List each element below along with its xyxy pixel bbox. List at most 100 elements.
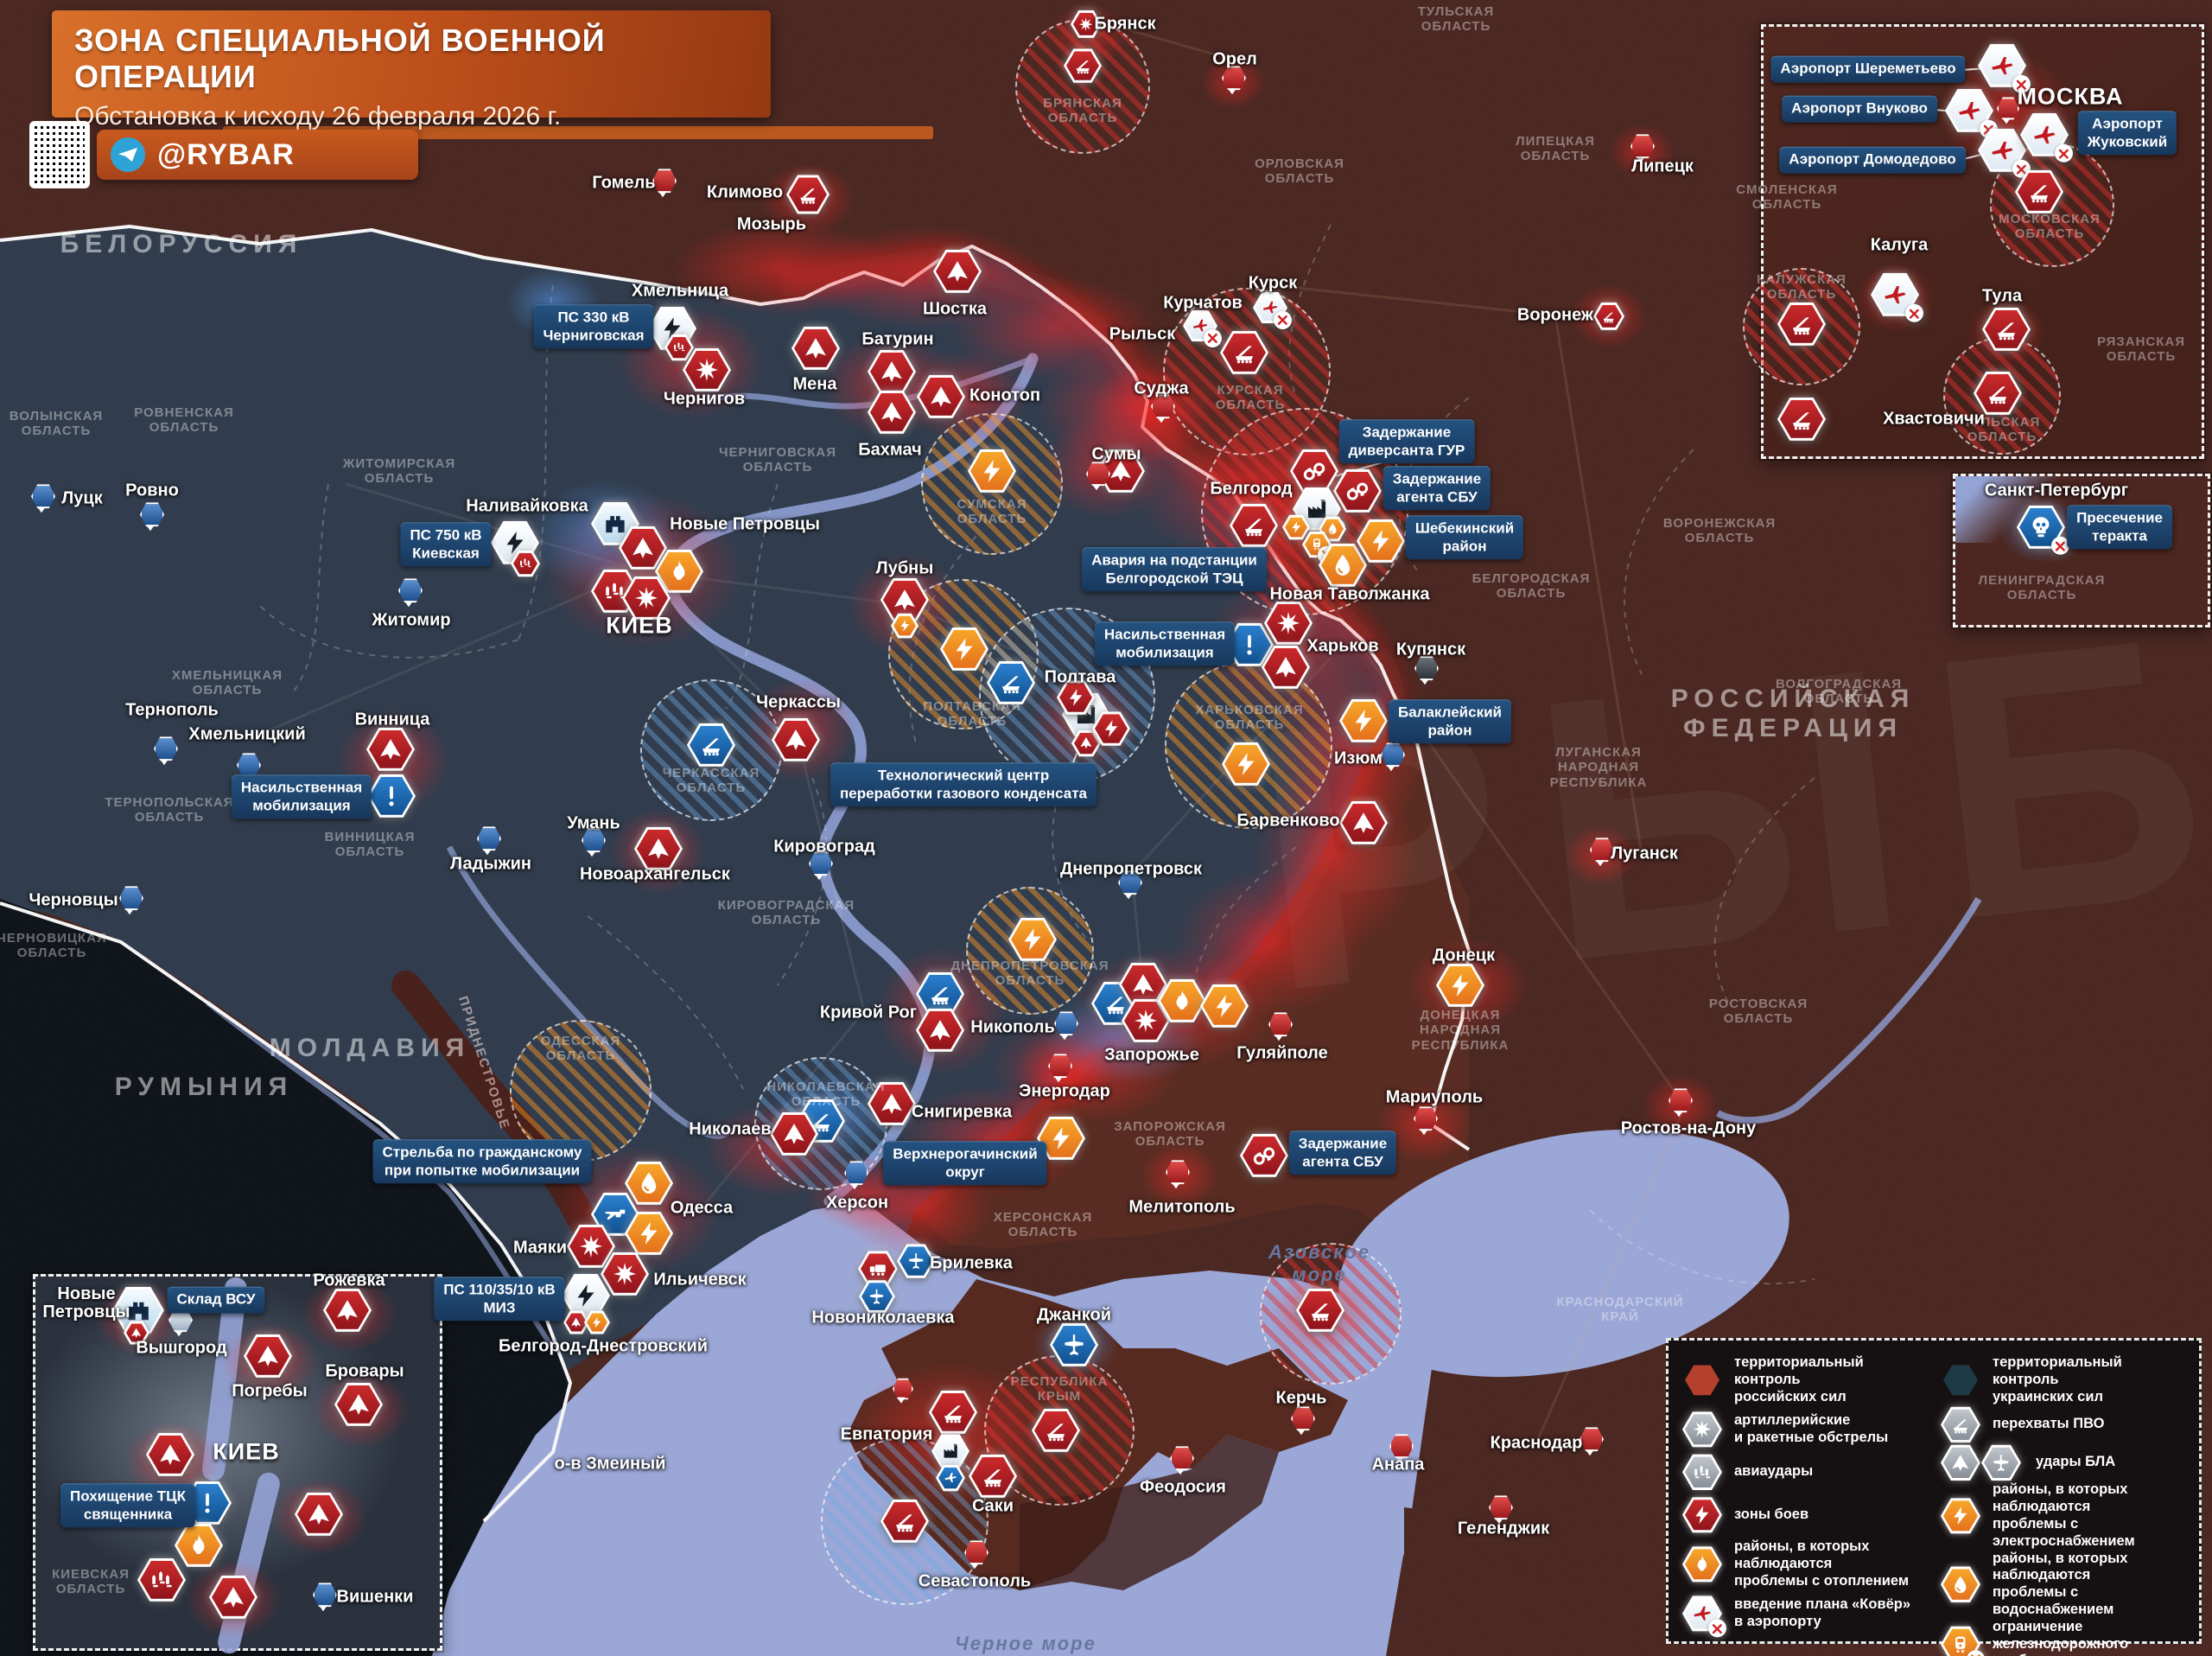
legend-icon [1681, 1411, 1724, 1449]
marker-airstrike-icon [511, 550, 540, 577]
pin-hex [1389, 1434, 1414, 1459]
city-pin-r [1222, 66, 1246, 95]
callout: Насильственная мобилизация [1094, 621, 1236, 666]
marker-drone-strike-icon [868, 1081, 916, 1126]
marker-water-outage-icon [1319, 543, 1367, 588]
marker-air-defense-icon [1982, 307, 2031, 352]
pin-hex [844, 1161, 868, 1186]
air-defense-icon [1306, 1298, 1334, 1322]
drone-strike-icon [1350, 811, 1377, 835]
marker-ua-drone-strike-icon [1981, 1444, 2021, 1481]
pin-hex [237, 753, 261, 778]
marker-artillery-strike-icon [1122, 998, 1170, 1043]
marker-rail-restriction-icon [1941, 1626, 1985, 1656]
city-pin-r [1048, 1054, 1072, 1083]
ua-drone-strike-icon [867, 1288, 887, 1305]
x-badge [2051, 537, 2069, 556]
hex-fill [1321, 519, 1344, 539]
city-pin-b [1054, 1011, 1078, 1041]
city-pin-b [398, 578, 423, 608]
artillery-strike-icon [1274, 611, 1302, 635]
air-defense-icon [1240, 513, 1268, 538]
callout: Авария на подстанции Белгородской ТЭЦ [1082, 547, 1267, 592]
x-badge [1708, 1619, 1726, 1638]
pin-tail [319, 1605, 327, 1612]
marker-artillery-strike-icon [683, 347, 731, 392]
marker-power-outage-icon [968, 449, 1016, 494]
x-icon [1276, 314, 1289, 327]
x-icon [1711, 1622, 1724, 1635]
zone-circle [640, 679, 782, 821]
legend-label: удары БЛА [2036, 1454, 2116, 1470]
legend-icon [1681, 1545, 1724, 1583]
city-pin-r [1170, 1446, 1194, 1475]
drone-strike-icon [334, 1298, 361, 1322]
pin-tail [1054, 1076, 1063, 1083]
channel-badge: @RYBAR [97, 130, 418, 180]
pin-hex [652, 169, 677, 194]
airstrike-icon [148, 1568, 175, 1592]
air-defense-icon [1230, 341, 1258, 365]
pin-tail [404, 601, 413, 608]
air-defense-icon [1788, 312, 1815, 336]
marker-power-outage-icon [584, 1310, 610, 1334]
marker-power-outage-icon [1357, 519, 1405, 564]
callout: Аэропорт Шереметьево [1770, 55, 1966, 83]
pin-tail [1060, 1034, 1069, 1041]
pin-tail [1637, 156, 1645, 163]
marker-drone-strike-icon [334, 1382, 383, 1427]
marker-airport-closure-icon [1253, 292, 1292, 329]
pin-tail [37, 506, 46, 513]
pin-tail [658, 191, 667, 198]
marker-combat-zone-icon [1092, 711, 1130, 746]
water-outage-icon [1329, 553, 1357, 577]
marker-airport-closure-icon [2020, 112, 2073, 163]
city-pin-b [477, 826, 501, 856]
legend-row: перехваты ПВО [1939, 1405, 2190, 1443]
air-defense-icon [891, 1509, 918, 1533]
substation-icon [572, 1283, 600, 1308]
marker-air-defense-icon [1032, 1408, 1080, 1453]
alert-icon [1236, 633, 1263, 657]
marker-air-defense-icon [987, 660, 1035, 705]
marker-detention-icon [1240, 1133, 1288, 1178]
pin-tail [1172, 1182, 1180, 1189]
legend-label: зоны боев [1734, 1506, 1809, 1522]
drone-strike-icon [891, 588, 918, 612]
map-subtitle: Обстановка к исходу 26 февраля 2026 г. [74, 102, 562, 131]
marker-detention-icon [1333, 468, 1382, 513]
marker-power-outage-icon [1339, 698, 1388, 743]
zone-circle [966, 887, 1094, 1015]
marker-power-outage-icon [1436, 963, 1484, 1008]
marker-air-defense-icon [969, 1454, 1017, 1499]
marker-heating-outage-icon [655, 549, 703, 594]
marker-combat-zone-icon [1682, 1497, 1722, 1533]
pin-hex [809, 851, 833, 876]
pin-tail [970, 1563, 979, 1570]
marker-drone-strike-icon [244, 1334, 292, 1379]
drone-strike-icon [1129, 972, 1157, 997]
drone-strike-icon [944, 259, 971, 283]
drone-strike-icon [927, 385, 955, 409]
marker-artillery-strike-icon [1264, 601, 1313, 646]
ua-drone-strike-icon [906, 1252, 926, 1271]
drone-strike-icon [629, 536, 657, 560]
marker-power-outage-icon [1941, 1498, 1980, 1534]
legend-label: ограничение железнодорожного сообщения [1993, 1618, 2129, 1656]
marker-drone-strike-icon [933, 249, 982, 294]
pin-tail [1157, 417, 1166, 424]
airstrike-icon [1691, 1462, 1713, 1482]
marker-airport-closure-icon [1871, 272, 1923, 323]
legend-icon [1939, 1497, 1982, 1535]
pin-tail [815, 874, 823, 881]
x-badge [1967, 1650, 1985, 1656]
pin-tail [125, 908, 134, 915]
legend-icon [1939, 1443, 2025, 1481]
marker-drone-strike-icon [1262, 645, 1310, 690]
map-title: ЗОНА СПЕЦИАЛЬНОЙ ВОЕННОЙ ОПЕРАЦИИ [74, 22, 606, 94]
marker-airport-closure-icon [1945, 88, 1998, 139]
marker-airstrike-icon [664, 334, 694, 361]
marker-power-outage-icon [1200, 984, 1249, 1029]
legend-row: ограничение железнодорожного сообщения [1939, 1619, 2190, 1656]
marker-airport-closure-icon [1978, 43, 2031, 94]
